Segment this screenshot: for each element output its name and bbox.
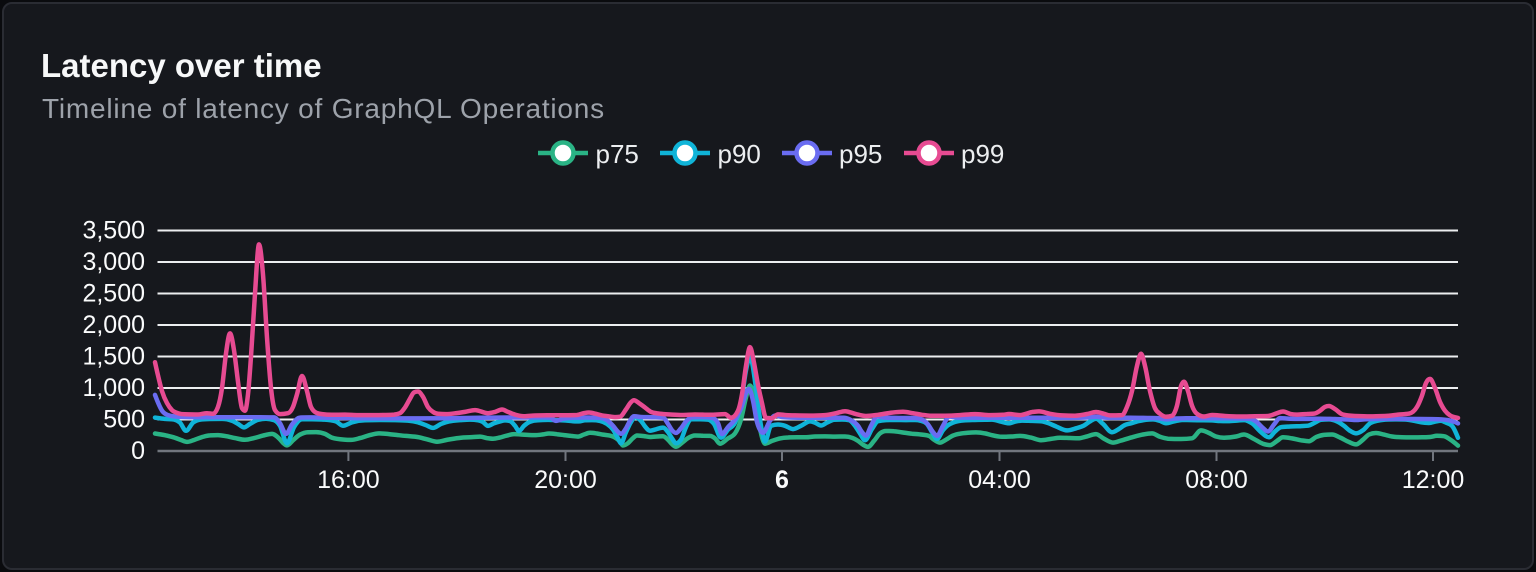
- svg-text:08:00: 08:00: [1185, 466, 1248, 494]
- svg-text:2,500: 2,500: [82, 280, 145, 308]
- svg-text:6: 6: [775, 466, 789, 494]
- svg-text:500: 500: [103, 406, 145, 434]
- svg-text:2,000: 2,000: [82, 311, 145, 339]
- svg-text:12:00: 12:00: [1402, 466, 1465, 494]
- svg-text:3,000: 3,000: [82, 248, 145, 276]
- svg-text:1,000: 1,000: [82, 374, 145, 402]
- svg-text:04:00: 04:00: [968, 466, 1031, 494]
- svg-text:0: 0: [131, 437, 145, 465]
- svg-text:1,500: 1,500: [82, 343, 145, 371]
- svg-text:20:00: 20:00: [534, 466, 597, 494]
- svg-text:3,500: 3,500: [82, 217, 145, 245]
- svg-text:16:00: 16:00: [317, 466, 380, 494]
